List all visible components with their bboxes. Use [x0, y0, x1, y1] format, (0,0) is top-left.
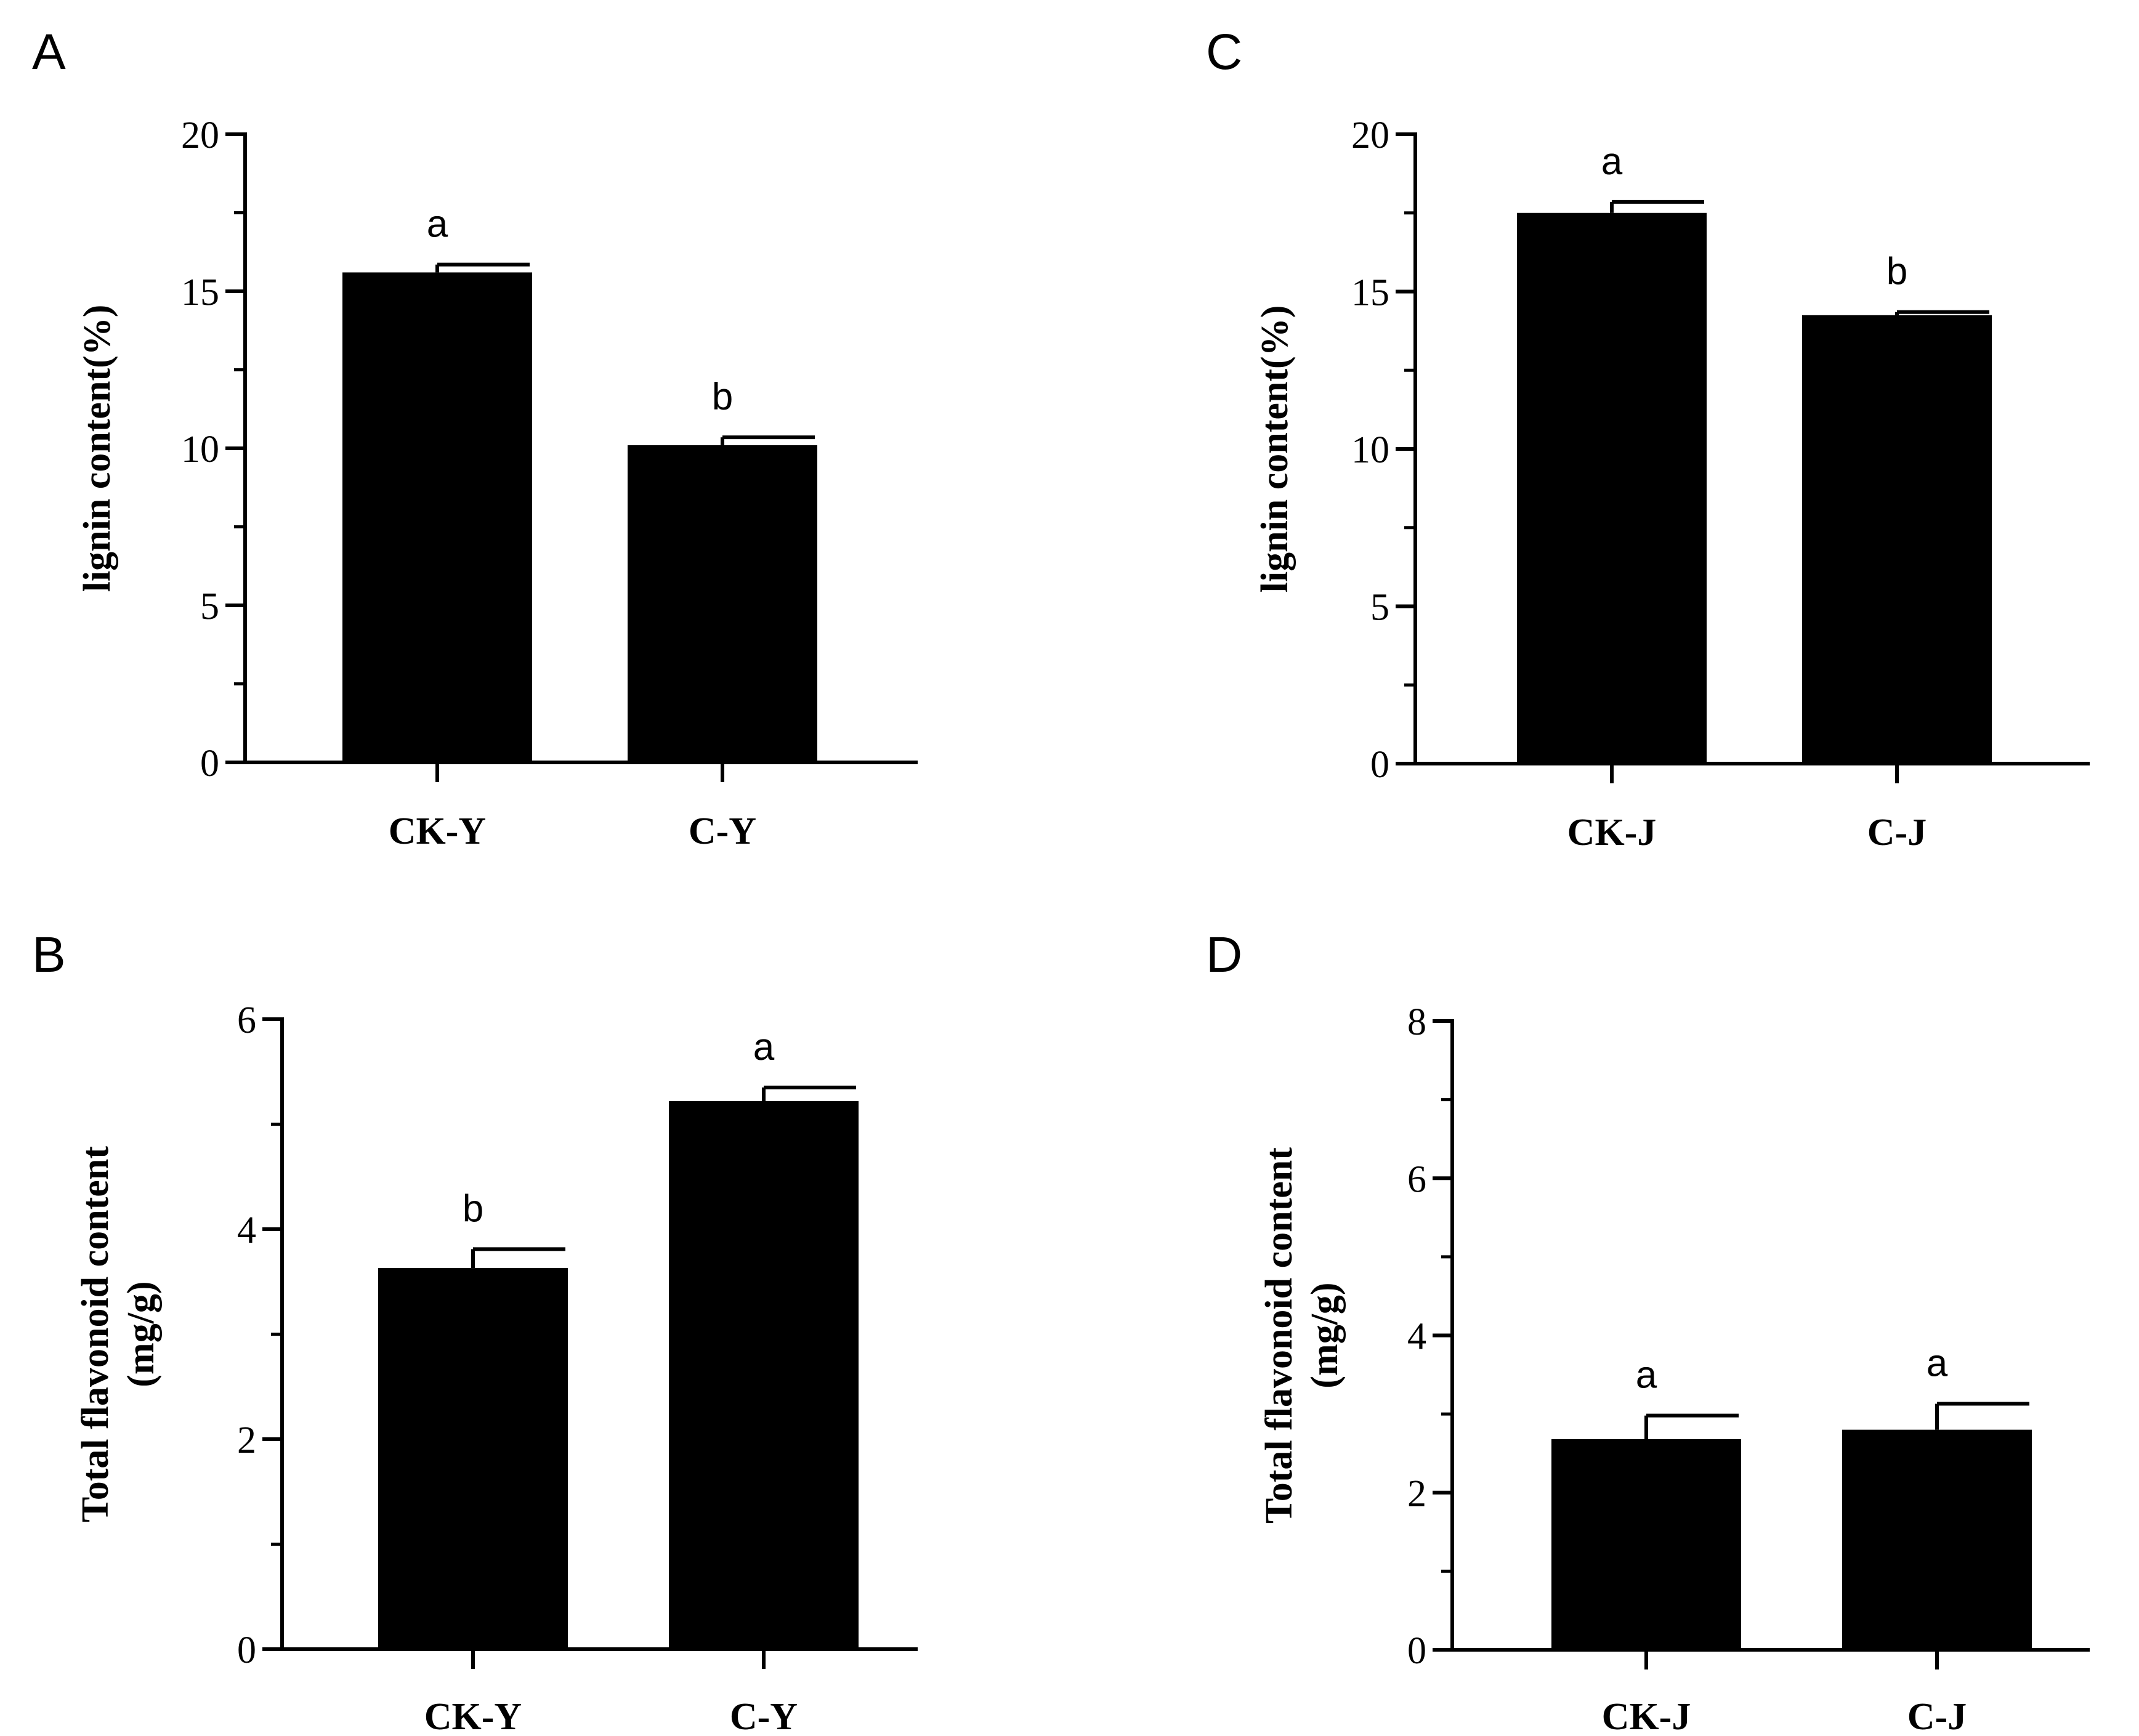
x-tick-label: CK-Y [424, 1696, 522, 1736]
panel-letter: B [32, 927, 66, 983]
y-tick-label: 2 [237, 1419, 256, 1461]
y-tick-label: 20 [181, 115, 219, 156]
y-tick-label: 15 [181, 272, 219, 313]
y-axis-title: (mg/g) [1304, 1282, 1346, 1388]
y-tick-label: 20 [1351, 115, 1389, 156]
significance-label: a [427, 203, 448, 246]
bar [1551, 1439, 1741, 1650]
bar [669, 1100, 859, 1649]
bar [378, 1268, 568, 1649]
x-tick-label: CK-J [1567, 812, 1657, 854]
y-tick-label: 2 [1407, 1473, 1426, 1515]
y-axis-title: lignin content(%) [1254, 305, 1296, 593]
x-tick-label: C-Y [730, 1696, 798, 1736]
y-tick-label: 0 [1407, 1630, 1426, 1672]
y-axis-title: Total flavonoid content [75, 1146, 116, 1522]
y-axis-title: (mg/g) [120, 1281, 162, 1387]
panel-b: Bb CK-Y a C-Y 0 2 4 6 Total flavonoid content (mg… [32, 927, 918, 1736]
x-tick-label: CK-J [1602, 1696, 1691, 1736]
x-tick-label: C-Y [689, 810, 756, 852]
y-axis-title: Total flavonoid content [1258, 1147, 1300, 1524]
significance-label: b [463, 1187, 483, 1230]
panel-letter: D [1206, 927, 1242, 983]
bar [1842, 1429, 2032, 1650]
bar [1802, 315, 1992, 764]
bar [342, 272, 532, 762]
y-tick-label: 10 [1351, 429, 1389, 471]
panel-a: Aa CK-Y b C-Y 0 5 10 15 20 lignin content(%) [32, 24, 918, 852]
panel-d: Da CK-J a C-J 0 2 4 6 8 Total flavonoid content (m… [1206, 927, 2090, 1736]
y-tick-label: 0 [237, 1629, 256, 1671]
y-tick-label: 5 [1370, 587, 1389, 629]
y-tick-label: 0 [1370, 744, 1389, 786]
significance-label: a [1927, 1342, 1948, 1385]
y-tick-label: 6 [237, 999, 256, 1041]
y-axis-title: lignin content(%) [76, 305, 118, 592]
x-tick-label: CK-Y [389, 810, 486, 852]
y-tick-label: 10 [181, 429, 219, 470]
panel-letter: A [32, 24, 66, 80]
y-tick-label: 6 [1407, 1158, 1426, 1200]
bar [628, 445, 817, 762]
y-tick-label: 5 [200, 586, 219, 628]
significance-label: b [712, 376, 733, 418]
significance-label: a [1601, 140, 1623, 183]
panel-letter: C [1206, 24, 1242, 80]
x-tick-label: C-J [1867, 812, 1927, 854]
significance-label: a [1636, 1354, 1657, 1397]
y-tick-label: 4 [1407, 1316, 1426, 1358]
x-tick-label: C-J [1907, 1696, 1967, 1736]
significance-label: a [753, 1026, 775, 1068]
y-tick-label: 0 [200, 743, 219, 785]
y-tick-label: 15 [1351, 272, 1389, 314]
y-tick-label: 4 [237, 1209, 256, 1251]
y-tick-label: 8 [1407, 1001, 1426, 1043]
significance-label: b [1886, 251, 1907, 293]
panel-c: Ca CK-J b C-J 0 5 10 15 20 lignin content(%) [1206, 24, 2090, 854]
bar [1517, 212, 1707, 764]
